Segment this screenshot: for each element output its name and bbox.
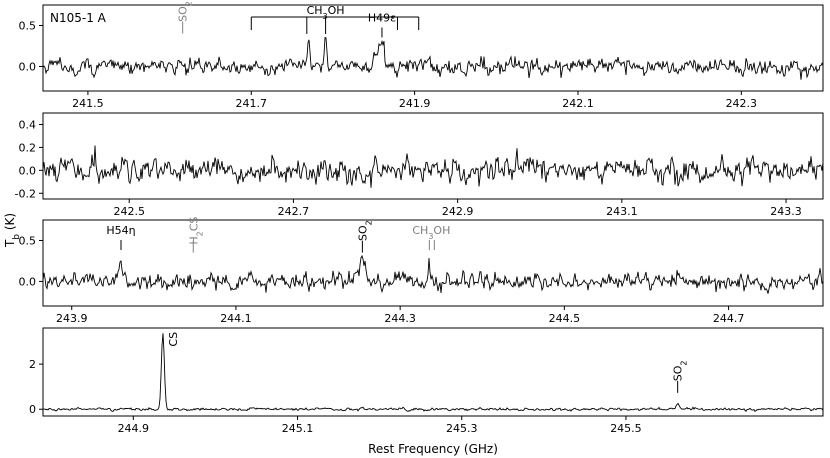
y-tick-label: -0.2 (15, 187, 36, 200)
spectrum-line (42, 254, 824, 294)
x-tick-label: 245.5 (610, 422, 642, 435)
x-tick-label: 244.7 (713, 312, 745, 325)
line-label: H49ε (368, 11, 396, 24)
x-tick-label: 244.3 (384, 312, 416, 325)
x-tick-label: 244.5 (549, 312, 581, 325)
y-tick-label: 0.0 (19, 164, 37, 177)
x-tick-label: 241.7 (236, 97, 268, 110)
panel-2: 242.5 242.7 242.9 243.1 243.3 -0.2 0.0 0.2 0.4 (15, 112, 824, 218)
panels-group: 241.5 241.7 241.9 242.1 242.3 0.0 0.5 SO2 H49ε CH… (15, 1, 824, 435)
y-tick-label: 0.5 (19, 234, 37, 247)
y-tick-label: 0.0 (19, 60, 37, 73)
spectrum-line (42, 333, 824, 412)
x-tick-label: 242.7 (278, 205, 310, 218)
axes-frame (42, 112, 824, 200)
y-tick-label: 0.5 (19, 19, 37, 32)
bracket-label: CH3OH (307, 4, 345, 21)
line-label: CH3OH (412, 224, 450, 241)
axes-frame (42, 327, 824, 417)
x-tick-label: 245.1 (282, 422, 314, 435)
y-tick-label: 0.2 (19, 141, 37, 154)
x-tick-label: 242.5 (113, 205, 145, 218)
y-tick-label: 0.0 (19, 275, 37, 288)
x-tick-label: 243.3 (770, 205, 802, 218)
line-label: H2CS (187, 217, 204, 245)
x-tick-label: 244.9 (118, 422, 150, 435)
y-tick-label: 0.4 (19, 118, 37, 131)
x-tick-label: 244.1 (220, 312, 252, 325)
axes-frame (42, 219, 824, 307)
panel-label: N105-1 A (50, 11, 107, 25)
x-axis-label: Rest Frequency (GHz) (368, 442, 498, 456)
spectrum-line (42, 37, 824, 80)
line-label: H54η (106, 224, 135, 237)
line-label: CS (167, 332, 180, 347)
x-tick-label: 242.9 (442, 205, 474, 218)
x-tick-label: 245.3 (446, 422, 478, 435)
line-label: SO2 (672, 361, 689, 382)
x-tick-label: 241.9 (399, 97, 431, 110)
spectrum-line (42, 145, 824, 188)
x-tick-label: 242.1 (562, 97, 594, 110)
line-label: SO2 (356, 220, 373, 241)
y-tick-label: 2 (29, 358, 36, 371)
y-tick-label: 0 (29, 403, 36, 416)
x-tick-label: 241.5 (72, 97, 104, 110)
x-tick-label: 243.1 (606, 205, 638, 218)
panel-3: 243.9 244.1 244.3 244.5 244.7 0.0 0.5 H54η H2CS S… (19, 217, 824, 325)
axes-frame (42, 4, 824, 92)
x-tick-label: 242.3 (726, 97, 758, 110)
line-label: SO2 (177, 1, 194, 22)
panel-4: 244.9 245.1 245.3 245.5 0 2 CS SO2 (29, 327, 824, 435)
panel-1: 241.5 241.7 241.9 242.1 242.3 0.0 0.5 SO2 H49ε CH… (19, 1, 824, 110)
x-tick-label: 243.9 (56, 312, 88, 325)
